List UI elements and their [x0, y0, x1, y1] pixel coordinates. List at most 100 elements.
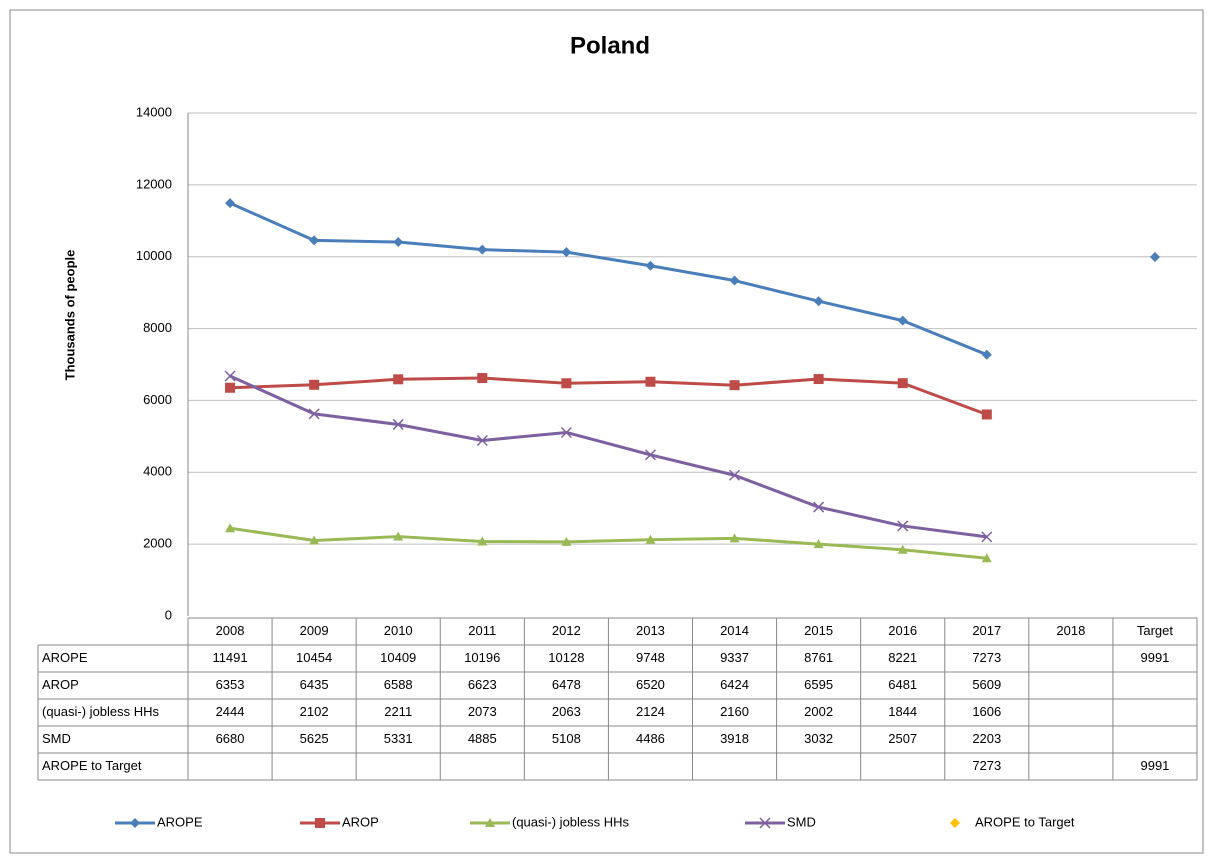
marker	[897, 315, 908, 326]
table-value: 6595	[804, 677, 833, 692]
table-value: 9991	[1140, 758, 1169, 773]
table-value: 11491	[212, 650, 247, 665]
legend-marker	[485, 818, 495, 827]
x-tick-label: 2009	[300, 623, 329, 638]
table-value: 10128	[548, 650, 584, 665]
marker	[981, 531, 993, 543]
table-value: 10454	[296, 650, 332, 665]
y-tick-label: 10000	[136, 248, 172, 263]
marker	[225, 382, 236, 393]
legend-label: SMD	[787, 814, 816, 829]
table-value: 3032	[804, 731, 833, 746]
marker	[393, 531, 404, 541]
table-value: 2160	[720, 704, 749, 719]
table-value: 8761	[804, 650, 833, 665]
table-value: 4486	[636, 731, 665, 746]
y-tick-label: 8000	[143, 320, 172, 335]
table-value: 8221	[888, 650, 917, 665]
marker	[645, 260, 656, 271]
table-value: 6588	[384, 677, 413, 692]
marker	[897, 544, 908, 554]
marker	[1149, 252, 1160, 263]
marker	[729, 275, 740, 286]
marker	[225, 523, 236, 533]
marker	[477, 373, 488, 384]
marker	[729, 533, 740, 543]
table-value: 6481	[888, 677, 917, 692]
marker	[897, 520, 909, 532]
table-value: 2507	[888, 731, 917, 746]
marker	[981, 553, 992, 563]
table-value: 6478	[552, 677, 581, 692]
marker	[645, 534, 656, 544]
y-tick-label: 4000	[143, 464, 172, 479]
x-tick-label: 2017	[972, 623, 1001, 638]
marker	[729, 469, 741, 481]
table-value: 7273	[972, 758, 1001, 773]
y-tick-label: 6000	[143, 392, 172, 407]
y-tick-label: 12000	[136, 176, 172, 191]
row-label: AROPE to Target	[42, 758, 142, 773]
marker	[225, 198, 236, 209]
marker	[224, 370, 236, 382]
table-value: 5108	[552, 731, 581, 746]
legend-label: (quasi-) jobless HHs	[512, 814, 630, 829]
marker	[813, 374, 824, 385]
marker	[561, 247, 572, 258]
x-tick-label: 2008	[216, 623, 245, 638]
legend-marker	[759, 817, 771, 829]
x-tick-label: 2014	[720, 623, 749, 638]
marker	[813, 539, 824, 549]
marker	[645, 376, 656, 387]
legend-label: AROP	[342, 814, 379, 829]
marker	[560, 426, 572, 439]
y-tick-label: 0	[165, 607, 172, 622]
x-tick-label: 2010	[384, 623, 413, 638]
table-value: 5609	[972, 677, 1001, 692]
series-line	[229, 526, 987, 560]
table-value: 3918	[720, 731, 749, 746]
marker	[393, 374, 404, 385]
row-label: (quasi-) jobless HHs	[42, 704, 160, 719]
marker	[729, 380, 740, 391]
table-value: 2444	[216, 704, 245, 719]
legend-marker	[315, 818, 325, 828]
marker	[392, 418, 404, 430]
y-axis-label: Thousands of people	[62, 250, 77, 381]
marker	[981, 409, 992, 420]
x-tick-label: 2018	[1056, 623, 1085, 638]
table-value: 2124	[636, 704, 665, 719]
chart-title: Poland	[570, 32, 650, 59]
legend-marker	[130, 818, 140, 828]
table-value: 2063	[552, 704, 581, 719]
table-value: 2203	[972, 731, 1001, 746]
data-table: 2008 2009 2010 2011 2012 2013 2014 2015 2016 2017…	[37, 617, 1198, 781]
marker	[309, 235, 320, 246]
table-value: 7273	[972, 650, 1001, 665]
marker	[561, 536, 572, 546]
marker	[477, 244, 488, 255]
table-value: 5331	[384, 731, 413, 746]
row-label: AROPE	[42, 650, 88, 665]
row-label: AROP	[42, 677, 79, 692]
legend-label: AROPE to Target	[975, 814, 1075, 829]
marker	[897, 378, 908, 389]
marker	[393, 237, 404, 248]
marker	[981, 349, 992, 360]
x-tick-label: 2013	[636, 623, 665, 638]
table-value: 9748	[636, 650, 665, 665]
x-tick-label: 2011	[468, 623, 496, 638]
y-tick-label: 14000	[136, 104, 172, 119]
table-value: 2073	[468, 704, 497, 719]
marker	[308, 408, 320, 420]
table-value: 5625	[300, 731, 329, 746]
marker	[561, 378, 572, 389]
series-line	[229, 374, 987, 539]
table-value: 6520	[636, 677, 665, 692]
x-tick-label: 2016	[888, 623, 917, 638]
table-value: 6623	[468, 677, 497, 692]
table-value: 6353	[216, 677, 245, 692]
table-value: 10409	[380, 650, 416, 665]
marker	[309, 379, 320, 390]
